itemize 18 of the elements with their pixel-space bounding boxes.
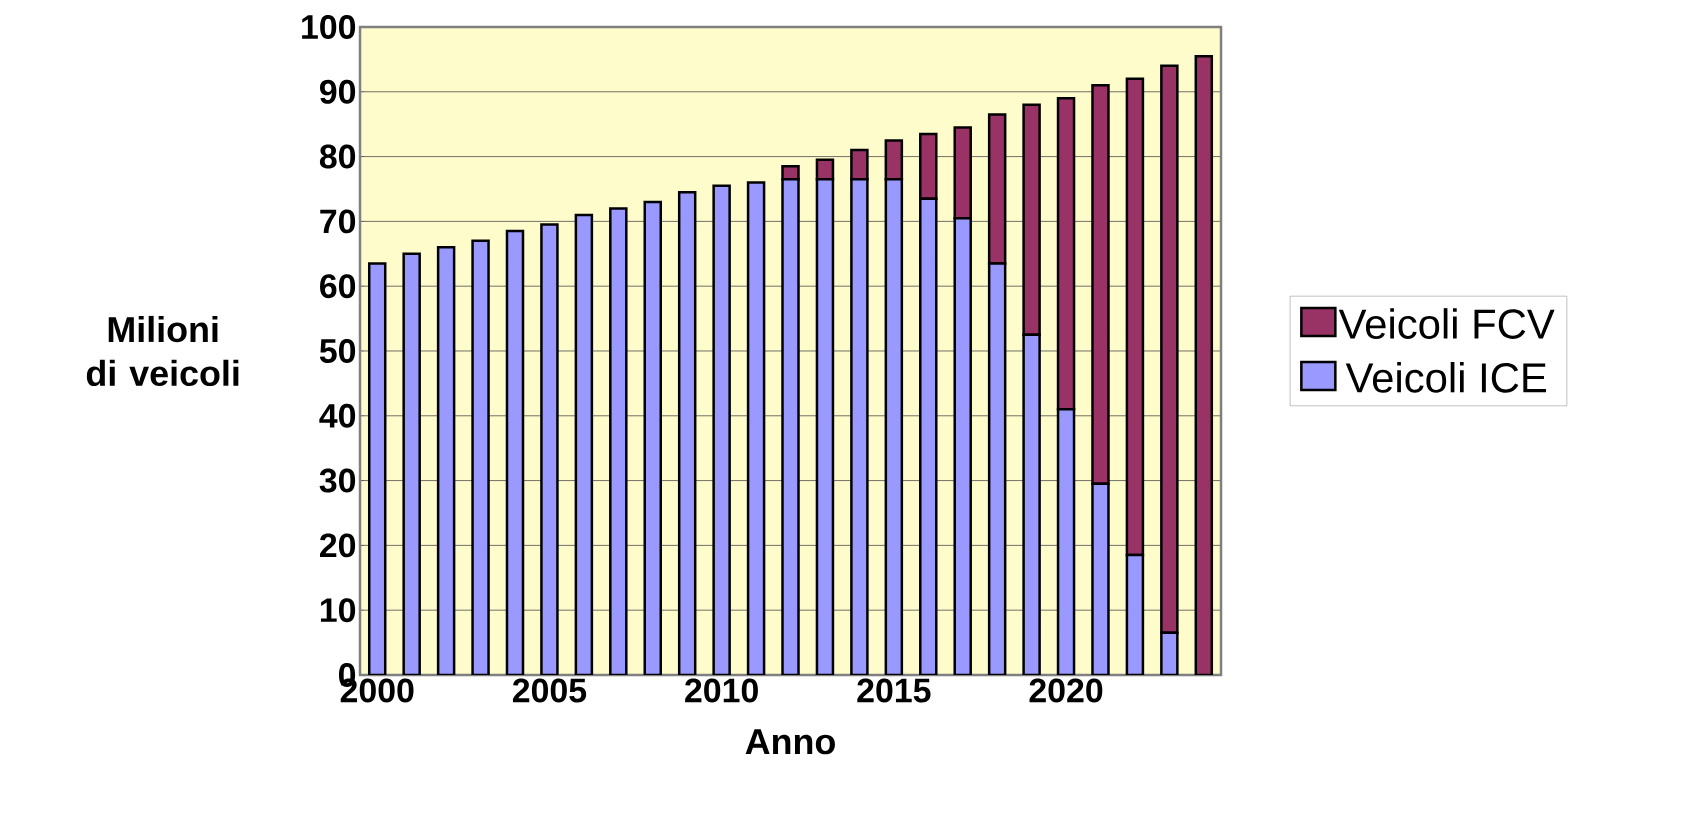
x-tick-label: 2010 [685, 678, 758, 703]
y-tick-label: 70 [320, 209, 356, 234]
y-tick-label: 40 [319, 403, 356, 428]
y-tick-label: 90 [319, 79, 356, 104]
y-tick-label: 10 [320, 598, 356, 623]
y-tick-label: 50 [319, 338, 356, 363]
y-tick-label: 20 [319, 533, 356, 558]
x-tick-label: 2005 [512, 678, 587, 703]
legend-label: Veicoli ICE [1345, 361, 1547, 393]
legend-label: Veicoli FCV [1338, 308, 1555, 339]
y-tick-label: 100 [302, 14, 356, 39]
y-tick-label: 60 [320, 274, 356, 299]
x-axis-title: Anno [745, 729, 835, 755]
x-tick-label: 2020 [1029, 678, 1103, 703]
y-tick-label: 30 [319, 468, 356, 493]
x-tick-label: 2015 [857, 678, 931, 703]
y-tick-label: 80 [319, 144, 356, 169]
y-axis-title: Milioni di veicoli [86, 315, 239, 387]
